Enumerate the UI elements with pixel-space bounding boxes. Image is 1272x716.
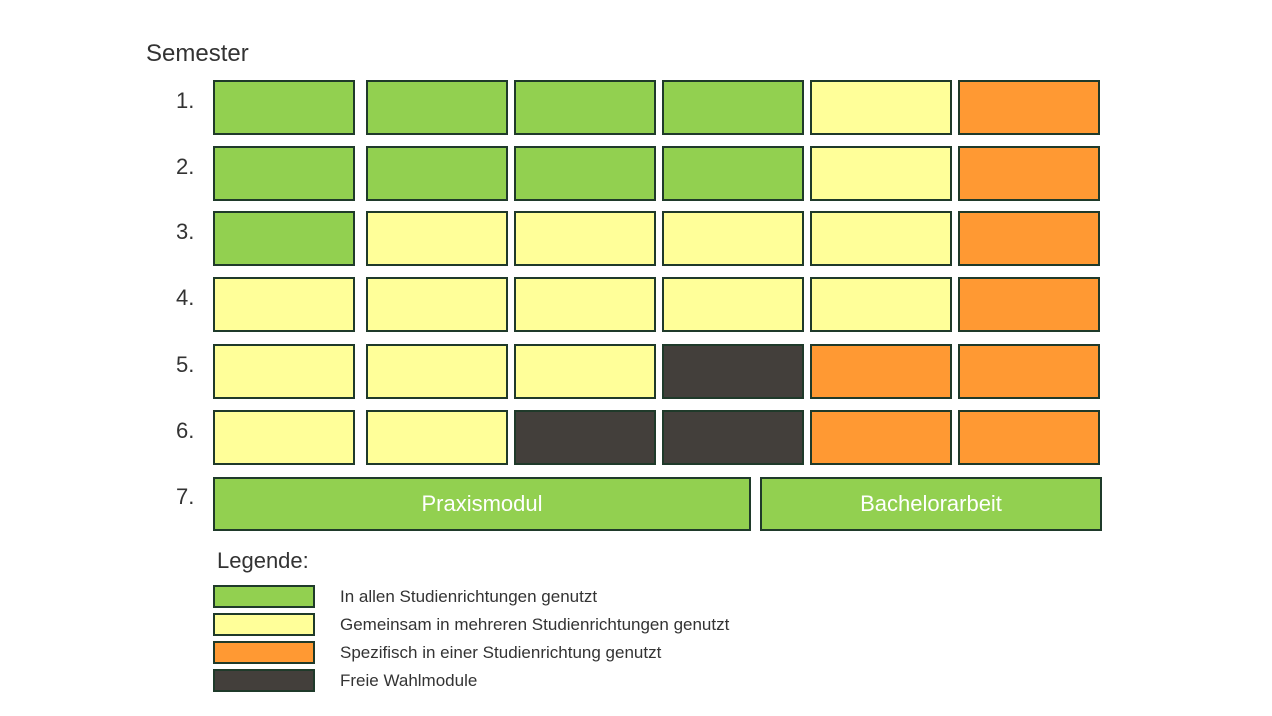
legend-label-elective: Freie Wahlmodule: [340, 671, 478, 690]
module-shared-s5-3: [514, 344, 656, 399]
row-label-7: 7.: [176, 484, 195, 509]
module-specific-s1-6: [958, 80, 1100, 135]
module-specific-s6-5: [810, 410, 952, 465]
legend-swatch-specific: [213, 641, 315, 664]
module-elective-s5-4: [662, 344, 804, 399]
module-all-s3-1: [213, 211, 355, 266]
module-shared-s2-5: [810, 146, 952, 201]
module-shared-s5-2: [366, 344, 508, 399]
module-shared-s4-2: [366, 277, 508, 332]
module-elective-s6-4: [662, 410, 804, 465]
row-label-5: 5.: [176, 352, 195, 377]
legend-swatch-shared: [213, 613, 315, 636]
module-shared-s1-5: [810, 80, 952, 135]
module-shared-s3-4: [662, 211, 804, 266]
row-label-6: 6.: [176, 418, 195, 443]
row-label-3: 3.: [176, 219, 195, 244]
module-specific-s2-6: [958, 146, 1100, 201]
module-specific-s3-6: [958, 211, 1100, 266]
row-label-4: 4.: [176, 285, 195, 310]
module-all-s2-4: [662, 146, 804, 201]
module-shared-s3-2: [366, 211, 508, 266]
module-shared-s3-3: [514, 211, 656, 266]
legend-swatch-all: [213, 585, 315, 608]
module-specific-s5-6: [958, 344, 1100, 399]
semester-heading: Semester: [146, 40, 249, 67]
legend-label-specific: Spezifisch in einer Studienrichtung genu…: [340, 643, 662, 662]
module-shared-s4-4: [662, 277, 804, 332]
module-all-s2-3: [514, 146, 656, 201]
row-label-1: 1.: [176, 88, 195, 113]
module-specific-s6-6: [958, 410, 1100, 465]
legend-label-shared: Gemeinsam in mehreren Studienrichtungen …: [340, 615, 730, 634]
module-specific-s4-6: [958, 277, 1100, 332]
row-label-2: 2.: [176, 154, 195, 179]
module-shared-s3-5: [810, 211, 952, 266]
module-all-s1-1: [213, 80, 355, 135]
legend-title: Legende:: [217, 548, 309, 573]
module-shared-s5-1: [213, 344, 355, 399]
legend-swatch-elective: [213, 669, 315, 692]
legend-label-all: In allen Studienrichtungen genutzt: [340, 587, 598, 606]
module-specific-s5-5: [810, 344, 952, 399]
bachelorarbeit-block: Bachelorarbeit: [760, 477, 1102, 531]
module-shared-s4-1: [213, 277, 355, 332]
module-shared-s4-5: [810, 277, 952, 332]
module-shared-s6-2: [366, 410, 508, 465]
module-all-s1-3: [514, 80, 656, 135]
module-shared-s6-1: [213, 410, 355, 465]
module-all-s1-4: [662, 80, 804, 135]
module-all-s1-2: [366, 80, 508, 135]
module-all-s2-2: [366, 146, 508, 201]
praxismodul-block: Praxismodul: [213, 477, 751, 531]
module-shared-s4-3: [514, 277, 656, 332]
module-elective-s6-3: [514, 410, 656, 465]
module-all-s2-1: [213, 146, 355, 201]
